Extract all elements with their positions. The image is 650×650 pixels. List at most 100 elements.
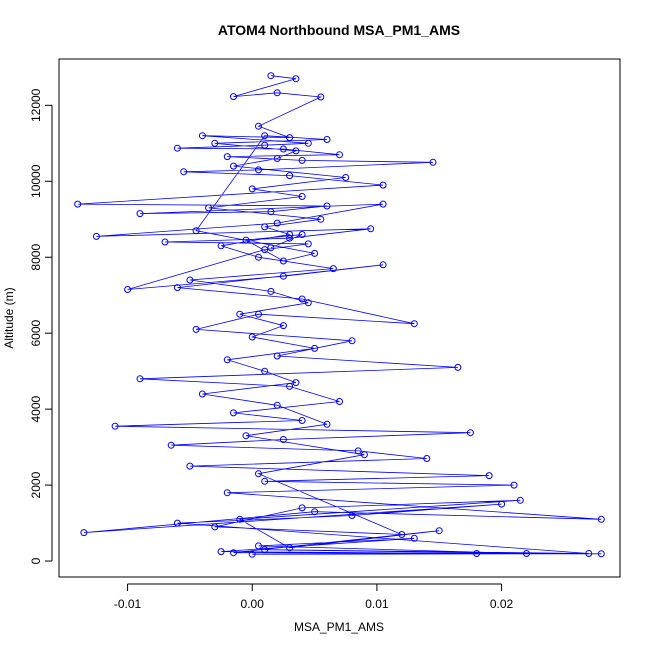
data-point: [311, 249, 319, 257]
data-point: [279, 145, 287, 153]
data-point: [205, 204, 213, 212]
data-point: [286, 544, 294, 552]
data-point: [261, 477, 269, 485]
data-point: [516, 496, 524, 504]
data-point: [217, 548, 225, 556]
data-point: [211, 523, 219, 531]
data-point: [597, 550, 605, 558]
x-tick-label: 0.00: [241, 597, 265, 611]
data-point: [198, 390, 206, 398]
y-tick-label: 8000: [29, 244, 43, 271]
data-point: [298, 295, 306, 303]
data-point: [261, 546, 269, 554]
data-point: [292, 147, 300, 155]
data-point: [279, 272, 287, 280]
data-point: [298, 193, 306, 200]
data-point: [255, 122, 262, 130]
data-point: [379, 181, 387, 189]
data-point: [261, 223, 269, 231]
data-point: [161, 238, 169, 246]
data-point: [379, 200, 387, 208]
data-point: [167, 441, 175, 449]
data-point: [354, 447, 362, 455]
data-point: [336, 398, 343, 405]
data-point: [173, 284, 181, 292]
data-point: [255, 470, 262, 478]
data-point: [311, 344, 319, 352]
data-point: [360, 451, 368, 459]
data-point: [230, 162, 237, 170]
chart-title: ATOM4 Northbound MSA_PM1_AMS: [218, 22, 460, 38]
data-point: [304, 139, 312, 147]
data-point: [336, 151, 343, 159]
data-point: [367, 225, 375, 233]
data-point: [379, 261, 387, 269]
data-point: [255, 253, 262, 261]
y-tick-label: 2000: [29, 471, 43, 498]
data-point: [410, 320, 418, 328]
data-point: [348, 512, 356, 519]
data-point: [236, 310, 244, 318]
data-point: [279, 257, 287, 265]
data-point: [186, 276, 194, 284]
data-point: [329, 265, 337, 273]
data-point: [192, 325, 200, 333]
data-point: [267, 72, 275, 80]
series-line: [77, 75, 602, 555]
data-point: [255, 310, 262, 318]
x-axis-label: MSA_PM1_AMS: [294, 620, 384, 634]
data-point: [286, 234, 294, 242]
data-point: [298, 231, 306, 238]
data-point: [498, 500, 506, 508]
y-tick-label: 6000: [29, 320, 43, 347]
data-point: [255, 542, 262, 550]
data-point: [410, 534, 418, 542]
data-point: [298, 504, 306, 512]
data-point: [248, 550, 256, 558]
data-point: [423, 455, 431, 462]
data-point: [342, 174, 350, 181]
data-point: [298, 156, 306, 164]
data-point: [429, 158, 437, 166]
data-point: [466, 429, 474, 437]
data-point: [124, 286, 132, 293]
data-point: [74, 200, 82, 208]
data-point: [523, 550, 530, 557]
data-point: [286, 231, 294, 238]
data-point: [223, 153, 231, 161]
data-point: [311, 508, 319, 516]
data-point: [292, 379, 300, 387]
data-point: [230, 93, 237, 101]
data-point: [279, 322, 287, 330]
data-point: [261, 246, 269, 254]
data-point: [317, 93, 325, 101]
data-point: [348, 337, 356, 345]
data-point: [261, 367, 269, 375]
data-point: [180, 168, 188, 176]
data-point: [298, 417, 306, 424]
y-tick-label: 10000: [29, 164, 43, 198]
x-tick-label: 0.01: [365, 597, 389, 611]
data-point: [80, 529, 88, 537]
data-point: [223, 489, 231, 497]
data-point: [217, 242, 225, 250]
data-point: [323, 420, 331, 428]
x-axis: -0.01 0.00 0.01 0.02: [114, 583, 514, 611]
y-axis: 0 2000 4000 6000 8000 10000 12000: [29, 88, 53, 564]
data-point: [173, 144, 181, 152]
series-layer: [74, 72, 605, 558]
data-point: [136, 210, 144, 218]
data-point: [454, 363, 462, 371]
data-point: [223, 356, 231, 364]
data-point: [261, 132, 269, 140]
data-point: [473, 550, 481, 557]
data-point: [398, 531, 406, 538]
y-axis-label: Altitude (m): [2, 287, 16, 348]
data-point: [230, 409, 237, 417]
data-point: [198, 132, 206, 140]
data-point: [248, 185, 256, 193]
data-point: [273, 401, 281, 409]
y-tick-label: 4000: [29, 395, 43, 422]
